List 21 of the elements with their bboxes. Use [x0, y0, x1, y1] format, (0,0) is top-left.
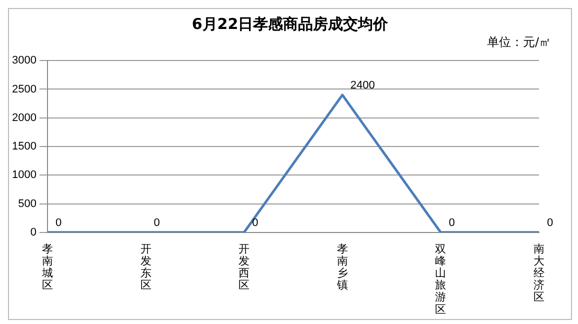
x-tick-label: 双峰山旅游区	[435, 242, 446, 316]
y-tick-label: 0	[30, 226, 36, 238]
y-tick-label: 1500	[12, 140, 36, 153]
data-label: 0	[55, 216, 62, 229]
y-tick-label: 2500	[12, 83, 36, 96]
x-tick-label: 开发东区	[140, 242, 152, 292]
y-tick-label: 2000	[12, 112, 36, 124]
data-label: 0	[547, 216, 554, 229]
data-label: 0	[448, 216, 455, 229]
y-tick-label: 1000	[12, 169, 36, 182]
x-tick-label: 孝南城区	[40, 242, 53, 292]
y-tick-label: 500	[18, 198, 36, 210]
data-label: 2400	[350, 79, 375, 92]
data-label: 0	[154, 216, 160, 229]
chart-subtitle: 单位：元/㎡	[486, 34, 552, 51]
x-tick-label: 南大经济区	[534, 242, 544, 304]
y-tick-label: 3000	[12, 54, 36, 67]
x-tick-label: 开发西区	[238, 242, 250, 292]
data-label: 0	[252, 216, 258, 229]
chart-title: 6月22日孝感商品房成交均价	[190, 14, 390, 34]
x-tick-label: 孝南乡镇	[336, 242, 348, 292]
